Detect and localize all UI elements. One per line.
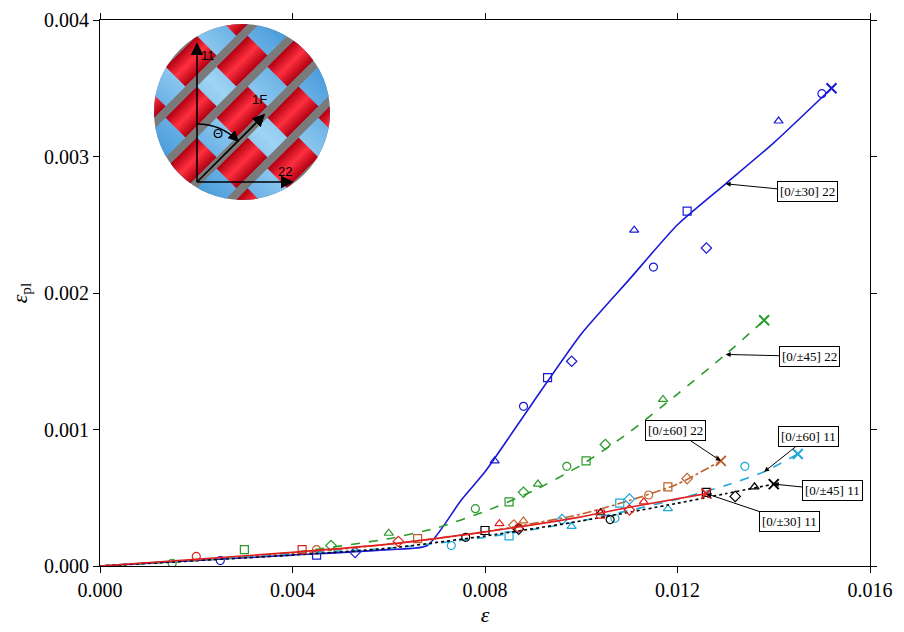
svg-text:0.000: 0.000 (44, 555, 89, 577)
svg-text:[0/±45] 22: [0/±45] 22 (782, 349, 837, 364)
svg-text:0.001: 0.001 (44, 419, 89, 441)
svg-text:ε​pl​: ε​pl​ (7, 283, 35, 304)
svg-text:[0/±60] 11: [0/±60] 11 (781, 429, 836, 444)
svg-text:0.002: 0.002 (44, 282, 89, 304)
svg-text:0.003: 0.003 (44, 146, 89, 168)
svg-text:11: 11 (201, 48, 215, 63)
svg-text:0.016: 0.016 (848, 579, 893, 601)
svg-text:Θ: Θ (213, 126, 223, 141)
svg-text:0.012: 0.012 (655, 579, 700, 601)
svg-text:[0/±45] 11: [0/±45] 11 (805, 483, 860, 498)
svg-text:0.004: 0.004 (270, 579, 315, 601)
svg-text:[0/±30] 22: [0/±30] 22 (780, 184, 835, 199)
svg-text:[0/±60] 22: [0/±60] 22 (648, 423, 703, 438)
svg-text:22: 22 (278, 164, 292, 179)
svg-text:1F: 1F (252, 92, 267, 107)
svg-text:ε: ε (481, 602, 490, 627)
svg-text:0.004: 0.004 (44, 9, 89, 31)
svg-text:0.008: 0.008 (463, 579, 508, 601)
svg-text:0.000: 0.000 (78, 579, 123, 601)
svg-text:[0/±30] 11: [0/±30] 11 (762, 514, 817, 529)
